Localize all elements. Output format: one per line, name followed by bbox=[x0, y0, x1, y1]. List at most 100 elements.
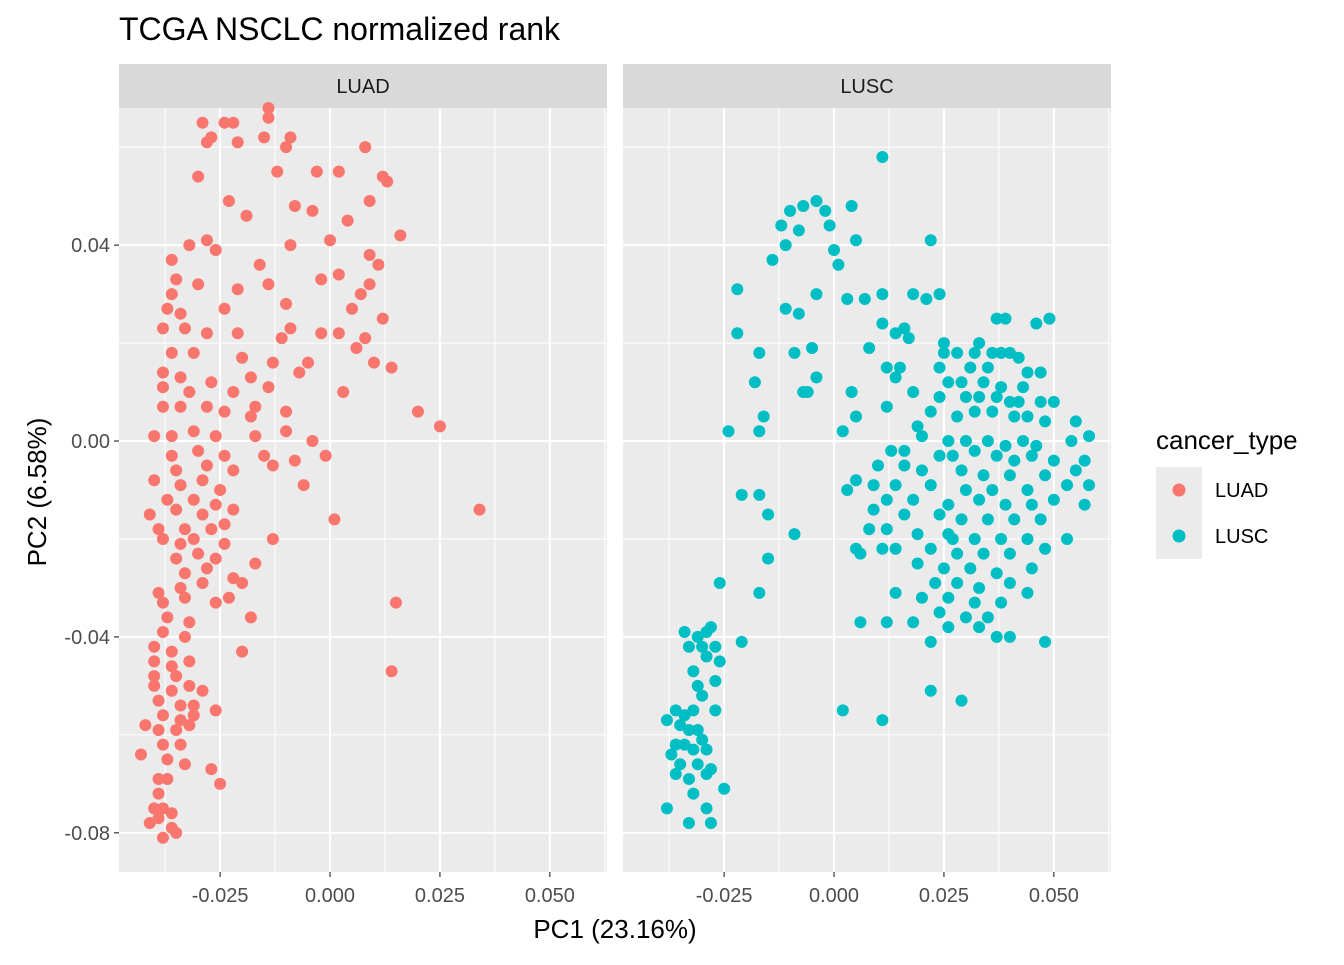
data-point-lusc bbox=[854, 616, 867, 629]
data-point-lusc bbox=[907, 616, 920, 629]
y-tick-label: 0.04 bbox=[71, 235, 110, 257]
data-point-lusc bbox=[1047, 493, 1060, 506]
data-point-lusc bbox=[1008, 410, 1021, 423]
data-point-lusc bbox=[933, 508, 946, 521]
data-point-luad bbox=[156, 709, 169, 722]
data-point-lusc bbox=[704, 817, 717, 830]
data-point-luad bbox=[310, 165, 323, 178]
data-point-lusc bbox=[929, 577, 942, 590]
data-point-lusc bbox=[889, 542, 902, 555]
data-point-lusc bbox=[731, 327, 744, 340]
data-point-luad bbox=[209, 552, 222, 565]
data-point-lusc bbox=[735, 488, 748, 501]
data-point-luad bbox=[227, 572, 240, 585]
data-point-lusc bbox=[924, 234, 937, 247]
data-point-luad bbox=[170, 273, 183, 286]
data-point-lusc bbox=[942, 498, 955, 511]
data-point-luad bbox=[165, 660, 178, 673]
data-point-luad bbox=[218, 302, 231, 315]
data-point-luad bbox=[161, 493, 174, 506]
data-point-luad bbox=[152, 787, 165, 800]
data-point-lusc bbox=[682, 772, 695, 785]
data-point-lusc bbox=[753, 346, 766, 359]
data-point-lusc bbox=[977, 469, 990, 482]
data-point-lusc bbox=[924, 635, 937, 648]
data-point-lusc bbox=[959, 390, 972, 403]
data-point-lusc bbox=[876, 317, 889, 330]
data-point-luad bbox=[205, 763, 218, 776]
data-point-luad bbox=[156, 400, 169, 413]
data-point-luad bbox=[244, 371, 257, 384]
data-point-lusc bbox=[933, 390, 946, 403]
data-point-lusc bbox=[1012, 395, 1025, 408]
data-point-lusc bbox=[880, 616, 893, 629]
data-point-luad bbox=[178, 630, 191, 643]
data-point-lusc bbox=[898, 459, 911, 472]
data-point-lusc bbox=[850, 234, 863, 247]
data-point-lusc bbox=[762, 552, 775, 565]
data-point-lusc bbox=[995, 381, 1008, 394]
data-point-luad bbox=[165, 807, 178, 820]
data-point-lusc bbox=[792, 224, 805, 237]
data-point-luad bbox=[315, 273, 328, 286]
data-point-luad bbox=[218, 116, 231, 129]
data-point-luad bbox=[218, 405, 231, 418]
data-point-luad bbox=[266, 356, 279, 369]
data-point-luad bbox=[178, 322, 191, 335]
x-tick-label: 0.025 bbox=[415, 885, 465, 907]
data-point-lusc bbox=[660, 714, 673, 727]
data-point-lusc bbox=[713, 655, 726, 668]
data-point-lusc bbox=[731, 283, 744, 296]
data-point-lusc bbox=[1061, 479, 1074, 492]
data-point-lusc bbox=[955, 464, 968, 477]
data-point-luad bbox=[346, 302, 359, 315]
data-point-lusc bbox=[876, 542, 889, 555]
data-point-lusc bbox=[924, 684, 937, 697]
data-point-lusc bbox=[1003, 630, 1016, 643]
data-point-luad bbox=[161, 753, 174, 766]
data-point-luad bbox=[328, 513, 341, 526]
data-point-luad bbox=[156, 626, 169, 639]
legend-label-lusc: LUSC bbox=[1215, 526, 1268, 548]
data-point-luad bbox=[359, 332, 372, 345]
data-point-lusc bbox=[1008, 513, 1021, 526]
data-point-luad bbox=[187, 532, 200, 545]
data-point-luad bbox=[143, 508, 156, 521]
data-point-lusc bbox=[942, 621, 955, 634]
data-point-lusc bbox=[753, 425, 766, 438]
data-point-lusc bbox=[753, 488, 766, 501]
data-point-lusc bbox=[959, 611, 972, 624]
data-point-luad bbox=[170, 464, 183, 477]
data-point-lusc bbox=[911, 420, 924, 433]
data-point-lusc bbox=[713, 577, 726, 590]
data-point-lusc bbox=[1039, 542, 1052, 555]
data-point-lusc bbox=[691, 723, 704, 736]
data-point-luad bbox=[249, 557, 262, 570]
data-point-lusc bbox=[674, 719, 687, 732]
data-point-lusc bbox=[1021, 484, 1034, 496]
data-point-luad bbox=[297, 479, 310, 492]
data-point-lusc bbox=[951, 577, 964, 590]
data-point-lusc bbox=[806, 341, 819, 354]
data-point-luad bbox=[209, 498, 222, 511]
data-point-luad bbox=[236, 645, 249, 658]
data-point-lusc bbox=[937, 346, 950, 359]
data-point-luad bbox=[192, 278, 205, 291]
data-point-luad bbox=[284, 239, 297, 252]
data-point-luad bbox=[200, 459, 213, 472]
data-point-lusc bbox=[902, 332, 915, 345]
data-point-lusc bbox=[1030, 317, 1043, 330]
data-point-luad bbox=[178, 523, 191, 536]
data-point-lusc bbox=[779, 302, 792, 315]
data-point-lusc bbox=[1039, 635, 1052, 648]
data-point-lusc bbox=[669, 738, 682, 751]
data-point-luad bbox=[196, 508, 209, 521]
data-point-lusc bbox=[880, 400, 893, 413]
data-point-lusc bbox=[841, 293, 854, 305]
data-point-lusc bbox=[968, 596, 981, 609]
facet-strip-label: LUSC bbox=[840, 76, 893, 98]
data-point-lusc bbox=[665, 748, 678, 761]
data-point-luad bbox=[354, 288, 367, 301]
data-point-lusc bbox=[669, 704, 682, 717]
data-point-lusc bbox=[850, 410, 863, 423]
